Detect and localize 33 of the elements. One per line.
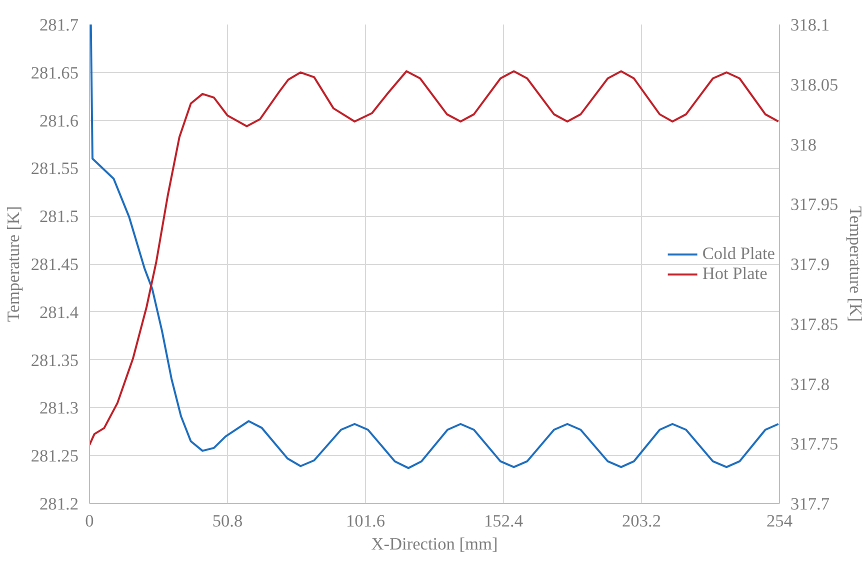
y-tick-label: 281.35 xyxy=(30,350,79,370)
y2-tick-label: 317.8 xyxy=(790,374,830,394)
y2-axis-title: Temperature [K] xyxy=(846,206,866,322)
y-tick-label: 281.65 xyxy=(30,63,79,82)
legend-label: Cold Plate xyxy=(702,244,775,264)
y-tick-label: 281.3 xyxy=(40,398,79,418)
y-tick-label: 281.4 xyxy=(40,302,79,322)
x-tick-label: 152.4 xyxy=(484,512,524,530)
y-axis-title: Temperature [K] xyxy=(4,206,23,322)
x-tick-label: 50.8 xyxy=(212,512,243,530)
y2-tick-label: 317.95 xyxy=(790,195,838,214)
y2-tick-label: 318 xyxy=(790,135,816,154)
legend-label: Hot Plate xyxy=(702,264,768,284)
x-axis-title: X-Direction [mm] xyxy=(371,534,498,554)
y2-tick-label: 317.9 xyxy=(790,255,830,274)
y-tick-label: 281.45 xyxy=(30,255,79,274)
y-tick-label: 281.2 xyxy=(40,494,79,514)
y-tick-label: 281.6 xyxy=(40,111,79,130)
y2-tick-label: 317.85 xyxy=(790,314,838,334)
y-tick-label: 281.25 xyxy=(30,446,79,466)
y-tick-label: 281.5 xyxy=(40,207,79,226)
line-series xyxy=(90,24,780,470)
x-tick-label: 254 xyxy=(766,512,793,530)
line-series xyxy=(90,70,780,446)
y-tick-label: 281.7 xyxy=(40,16,79,34)
x-tick-label: 0 xyxy=(85,512,94,530)
y2-tick-label: 318.1 xyxy=(790,16,830,34)
y2-tick-label: 317.75 xyxy=(790,434,838,454)
x-tick-label: 203.2 xyxy=(622,512,662,530)
y-tick-label: 281.55 xyxy=(30,159,79,178)
x-tick-label: 101.6 xyxy=(346,512,386,530)
y2-tick-label: 317.7 xyxy=(790,494,830,514)
y2-tick-label: 318.05 xyxy=(790,75,838,94)
